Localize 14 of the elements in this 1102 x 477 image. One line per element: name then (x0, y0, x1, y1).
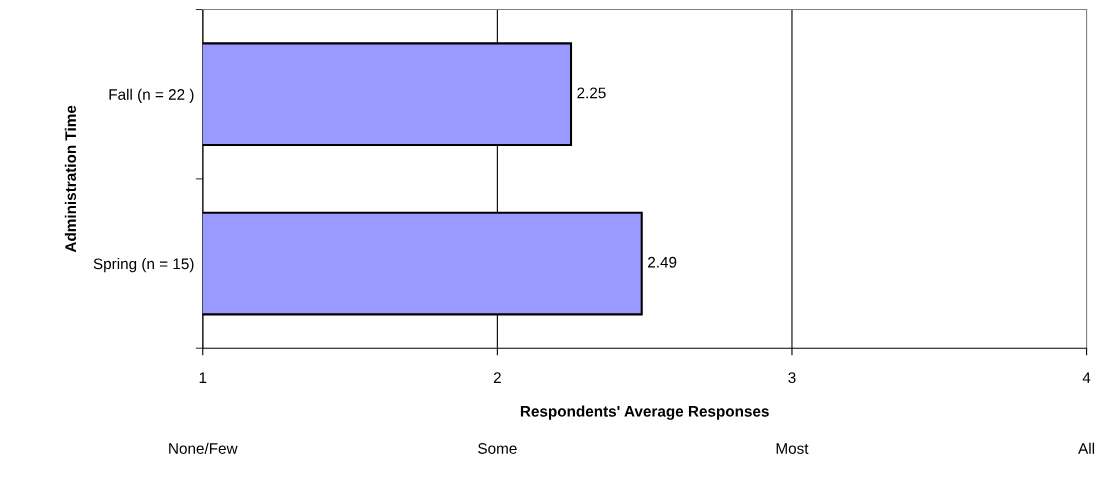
text: All (1078, 442, 1095, 454)
x-tick-label: 2 (493, 372, 501, 383)
x-tick-label: 3 (788, 372, 796, 384)
data-label: 2.49 (648, 256, 677, 268)
y-tick-label: Spring (n = 15) (93, 258, 194, 273)
data-label: 2.25 (577, 87, 606, 99)
text: Most (776, 443, 809, 454)
y-axis-title: Administration Time (64, 105, 77, 253)
x-tick-label: 4 (1082, 372, 1091, 383)
x-tick-label: 1 (199, 372, 207, 383)
text: Some (478, 443, 517, 454)
text: None/Few (169, 442, 238, 454)
y-tick-label: Fall (n = 22 ) (109, 88, 194, 103)
x-axis-title: Respondents' Average Responses (520, 405, 769, 420)
